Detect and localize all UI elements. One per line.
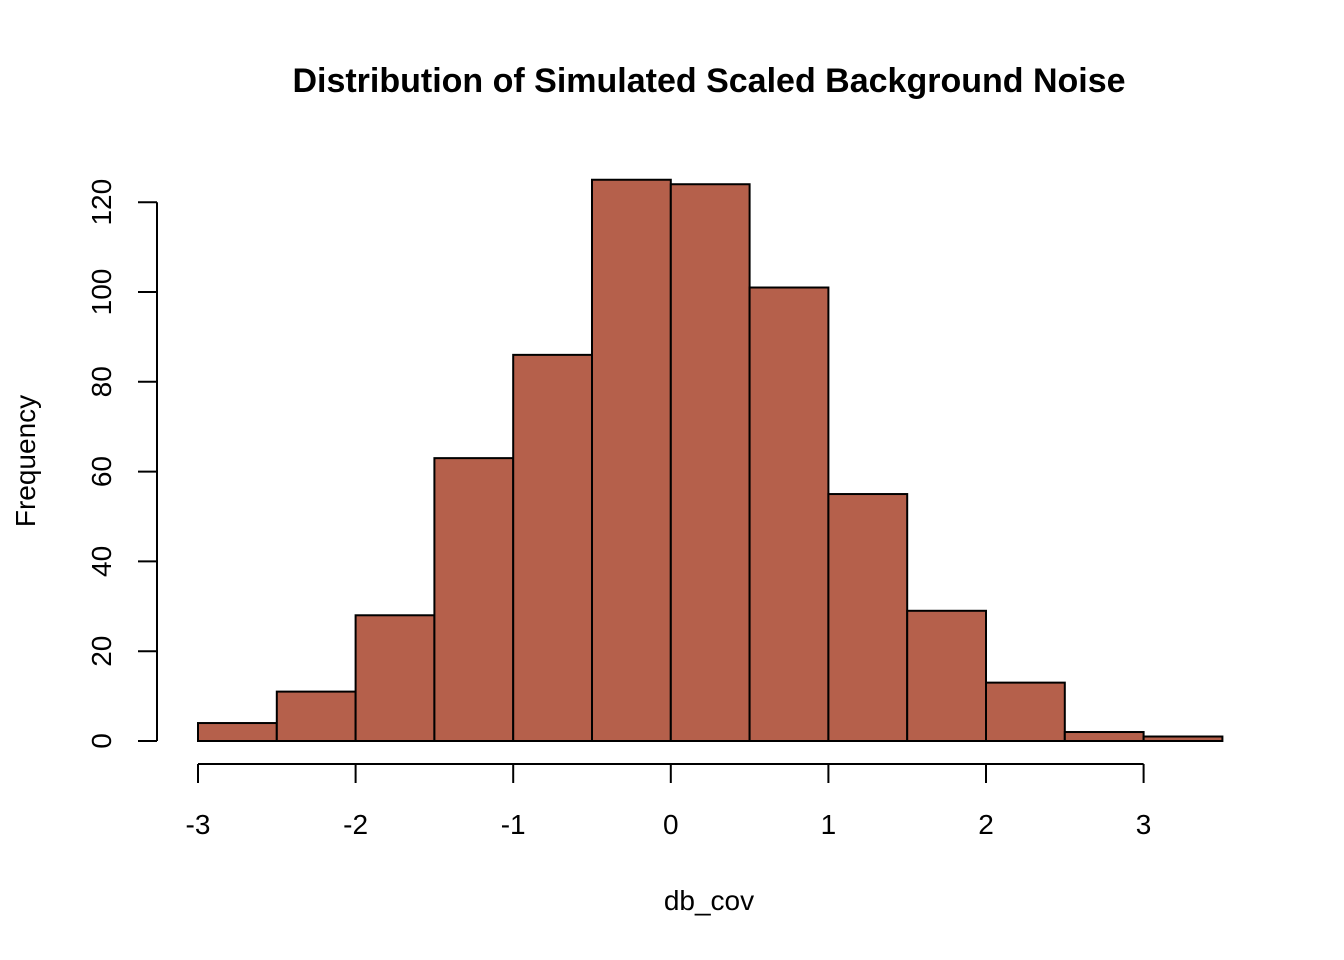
y-tick-label: 120 (86, 179, 117, 226)
histogram-bar-6 (669, 183, 751, 743)
histogram-bar-5 (591, 178, 672, 742)
histogram-bar-8 (827, 493, 909, 742)
histogram-bar-10 (985, 681, 1066, 743)
y-tick-label: 40 (86, 546, 117, 577)
y-tick-label: 0 (86, 733, 117, 749)
chart-title: Distribution of Simulated Scaled Backgro… (292, 62, 1125, 100)
bars-group (197, 178, 1224, 743)
y-tick-label: 80 (86, 366, 117, 397)
x-tick-label: 2 (978, 809, 994, 840)
y-tick-label: 60 (86, 456, 117, 487)
histogram-bar-11 (1063, 731, 1145, 743)
y-axis-label: Frequency (10, 395, 41, 527)
histogram-bar-4 (512, 353, 594, 742)
histogram-bar-12 (1142, 735, 1224, 743)
y-tick-label: 100 (86, 269, 117, 316)
histogram-bar-2 (354, 614, 436, 743)
x-tick-label: -2 (343, 809, 368, 840)
x-tick-label: -3 (186, 809, 211, 840)
histogram-bar-1 (275, 690, 357, 742)
y-tick-label: 20 (86, 636, 117, 667)
histogram-bar-0 (197, 722, 278, 742)
x-axis-label: db_cov (664, 885, 754, 916)
y-axis: 0 20 40 60 80 100 120 (86, 179, 158, 749)
x-axis: -3 -2 -1 0 1 2 3 (186, 763, 1152, 840)
histogram-bar-9 (906, 609, 988, 742)
histogram-bar-3 (433, 457, 515, 742)
x-tick-label: 0 (663, 809, 679, 840)
histogram-bar-7 (748, 286, 830, 742)
x-tick-label: -1 (501, 809, 526, 840)
x-tick-label: 1 (821, 809, 837, 840)
x-tick-label: 3 (1136, 809, 1152, 840)
